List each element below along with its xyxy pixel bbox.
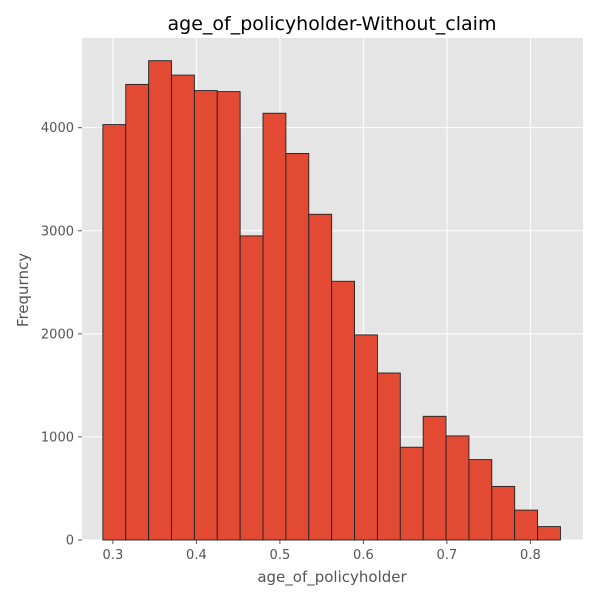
y-tick-label: 4000 [41,121,74,136]
histogram-bar [331,280,355,541]
y-axis-label: Frequrncy [14,253,32,327]
histogram-bar [468,459,493,541]
histogram-bar [171,74,195,541]
histogram-bar [285,152,310,541]
histogram-bar [422,415,447,541]
histogram-bar [262,112,287,541]
chart-title: age_of_policyholder-Without_claim [168,13,497,35]
y-tick-label: 2000 [41,327,74,342]
x-tick-label: 0.3 [103,548,124,563]
histogram-bar [537,526,561,541]
histogram-bar [148,60,172,541]
histogram-bar [491,485,516,541]
histogram-bar [376,372,401,541]
y-tick-label: 1000 [41,430,74,445]
x-axis-label: age_of_policyholder [257,568,407,587]
histogram-bar [216,91,241,541]
x-tick-label: 0.4 [186,548,207,563]
histogram-bar [308,213,333,541]
histogram-bar [193,90,218,541]
histogram-bar [399,446,424,541]
x-tick-label: 0.8 [520,548,541,563]
histogram-bars [102,60,561,541]
histogram-bar [239,235,264,541]
histogram-bar [125,83,150,541]
x-tick-label: 0.7 [437,548,458,563]
histogram-bar [514,509,539,541]
y-tick-label: 0 [66,534,74,549]
x-tick-label: 0.6 [353,548,374,563]
y-axis-ticks: 0 1000 2000 3000 4000 [41,121,82,549]
x-axis-ticks: 0.3 0.4 0.5 0.6 0.7 0.8 [103,540,541,563]
histogram-bar [445,435,470,541]
x-tick-label: 0.5 [270,548,291,563]
y-tick-label: 3000 [41,224,74,239]
histogram-bar [354,334,378,541]
histogram-bar [102,124,127,541]
